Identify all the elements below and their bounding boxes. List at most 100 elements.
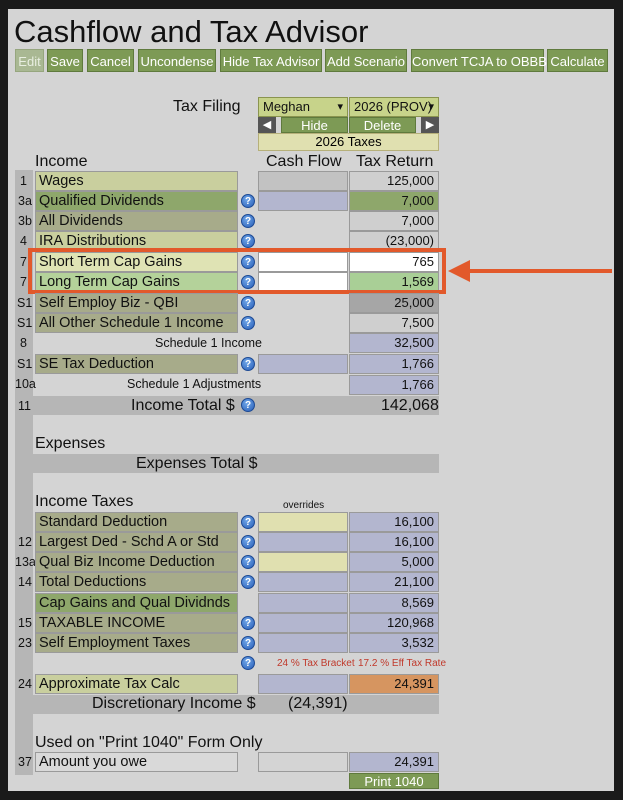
help-icon[interactable]: ? bbox=[241, 214, 255, 228]
total-deductions-label: Total Deductions bbox=[35, 572, 238, 592]
line-number: 13a bbox=[15, 555, 36, 569]
short-term-cap-gains-cash-flow[interactable] bbox=[258, 252, 348, 272]
amount-you-owe-value: 24,391 bbox=[349, 752, 439, 772]
help-icon[interactable]: ? bbox=[241, 255, 255, 269]
all-dividends-tax-return: 7,000 bbox=[349, 211, 439, 231]
qualified-dividends-tax-return: 7,000 bbox=[349, 191, 439, 211]
convert-tcja-obbb-button[interactable]: Convert TCJA to OBBB bbox=[411, 49, 547, 72]
line-number: 7 bbox=[20, 275, 27, 289]
add-scenario-button[interactable]: Add Scenario bbox=[325, 49, 407, 72]
largest-deduction-label: Largest Ded - Schd A or Std bbox=[35, 532, 238, 552]
help-icon[interactable]: ? bbox=[241, 275, 255, 289]
effective-tax-rate-text: 17.2 % Eff Tax Rate bbox=[358, 658, 447, 669]
save-button[interactable]: Save bbox=[47, 49, 83, 72]
help-icon[interactable]: ? bbox=[241, 357, 255, 371]
cancel-button[interactable]: Cancel bbox=[87, 49, 134, 72]
help-icon[interactable]: ? bbox=[241, 515, 255, 529]
help-icon[interactable]: ? bbox=[241, 555, 255, 569]
short-term-cap-gains-label: Short Term Cap Gains bbox=[35, 252, 238, 272]
year-select[interactable]: 2026 (PROV) ▾ bbox=[349, 97, 439, 117]
approximate-tax-value: 24,391 bbox=[349, 674, 439, 694]
line-number-gutter bbox=[15, 170, 33, 775]
qualified-dividends-cash-flow[interactable] bbox=[258, 191, 348, 211]
left-arrow-icon[interactable]: ◀ bbox=[258, 117, 276, 133]
person-select-value: Meghan bbox=[263, 99, 310, 114]
line-number: 37 bbox=[18, 755, 32, 769]
calculate-button[interactable]: Calculate bbox=[547, 49, 608, 72]
tax-return-column-header: Tax Return bbox=[356, 153, 434, 170]
delete-scenario-button[interactable]: Delete bbox=[349, 117, 416, 133]
ira-distributions-tax-return: (23,000) bbox=[349, 231, 439, 251]
qbi-deduction-override[interactable] bbox=[258, 552, 348, 572]
self-employment-taxes-override[interactable] bbox=[258, 633, 348, 653]
line-number: S1 bbox=[17, 316, 33, 330]
app-title: Cashflow and Tax Advisor bbox=[14, 14, 369, 49]
line-number: 8 bbox=[20, 336, 27, 350]
expenses-heading: Expenses bbox=[35, 435, 106, 452]
right-arrow-icon[interactable]: ▶ bbox=[421, 117, 439, 133]
line-number: 24 bbox=[18, 677, 32, 691]
wages-label: Wages bbox=[35, 171, 238, 191]
approximate-tax-label: Approximate Tax Calc bbox=[35, 674, 238, 694]
qualified-dividends-label: Qualified Dividends bbox=[35, 191, 238, 211]
wages-cash-flow[interactable] bbox=[258, 171, 348, 191]
help-icon[interactable]: ? bbox=[241, 575, 255, 589]
help-icon[interactable]: ? bbox=[241, 234, 255, 248]
standard-deduction-tax-return: 16,100 bbox=[349, 512, 439, 532]
cap-gains-qual-dividends-override[interactable] bbox=[258, 593, 348, 613]
line-number: 15 bbox=[18, 616, 32, 630]
tax-bracket-text: 24 % Tax Bracket bbox=[277, 658, 355, 669]
all-dividends-label: All Dividends bbox=[35, 211, 238, 231]
print1040-heading: Used on "Print 1040" Form Only bbox=[35, 734, 263, 751]
help-icon[interactable]: ? bbox=[241, 636, 255, 650]
income-taxes-heading: Income Taxes bbox=[35, 493, 134, 510]
person-select[interactable]: Meghan ▾ bbox=[258, 97, 348, 117]
standard-deduction-override[interactable] bbox=[258, 512, 348, 532]
help-icon[interactable]: ? bbox=[241, 656, 255, 670]
help-icon[interactable]: ? bbox=[241, 535, 255, 549]
line-number: 11 bbox=[18, 399, 31, 413]
help-icon[interactable]: ? bbox=[241, 616, 255, 630]
income-total-label: Income Total $ bbox=[131, 397, 235, 414]
other-schedule1-income-tax-return: 7,500 bbox=[349, 313, 439, 333]
income-heading: Income bbox=[35, 153, 88, 170]
hide-tax-advisor-button[interactable]: Hide Tax Advisor bbox=[220, 49, 322, 72]
help-icon[interactable]: ? bbox=[241, 316, 255, 330]
amount-you-owe-cash-flow[interactable] bbox=[258, 752, 348, 772]
total-deductions-override[interactable] bbox=[258, 572, 348, 592]
short-term-cap-gains-tax-return[interactable]: 765 bbox=[349, 252, 439, 272]
edit-button[interactable]: Edit bbox=[15, 49, 44, 72]
schedule1-income-label: Schedule 1 Income bbox=[155, 336, 263, 350]
line-number: S1 bbox=[17, 357, 33, 371]
self-employ-biz-label: Self Employ Biz - QBI bbox=[35, 293, 238, 313]
largest-deduction-override[interactable] bbox=[258, 532, 348, 552]
line-number: 10a bbox=[15, 377, 36, 391]
expenses-total-bar bbox=[33, 454, 439, 473]
approximate-tax-cash-flow[interactable] bbox=[258, 674, 348, 694]
uncondense-button[interactable]: Uncondense bbox=[138, 49, 216, 72]
schedule1-income-tax-return: 32,500 bbox=[349, 333, 439, 353]
line-number: 12 bbox=[18, 535, 32, 549]
help-icon[interactable]: ? bbox=[241, 398, 255, 412]
se-tax-deduction-cash-flow[interactable] bbox=[258, 354, 348, 374]
discretionary-income-bar bbox=[33, 695, 439, 714]
self-employment-taxes-label: Self Employment Taxes bbox=[35, 633, 238, 653]
cash-flow-column-header: Cash Flow bbox=[266, 153, 342, 170]
taxable-income-tax-return: 120,968 bbox=[349, 613, 439, 633]
schedule1-adjustments-tax-return: 1,766 bbox=[349, 375, 439, 395]
taxable-income-override[interactable] bbox=[258, 613, 348, 633]
self-employ-biz-tax-return: 25,000 bbox=[349, 293, 439, 313]
ira-distributions-label: IRA Distributions bbox=[35, 231, 238, 251]
hide-scenario-button[interactable]: Hide bbox=[281, 117, 348, 133]
self-employment-taxes-tax-return: 3,532 bbox=[349, 633, 439, 653]
line-number: 3a bbox=[18, 194, 32, 208]
print-1040-button[interactable]: Print 1040 bbox=[349, 773, 439, 789]
highlight-box bbox=[28, 248, 446, 294]
income-total-value: 142,068 bbox=[381, 397, 439, 414]
year-select-value: 2026 (PROV) bbox=[354, 99, 433, 114]
cap-gains-qual-dividends-tax-return: 8,569 bbox=[349, 593, 439, 613]
taxes-year-header: 2026 Taxes bbox=[258, 133, 439, 151]
help-icon[interactable]: ? bbox=[241, 194, 255, 208]
help-icon[interactable]: ? bbox=[241, 296, 255, 310]
chevron-down-icon: ▾ bbox=[337, 101, 343, 113]
